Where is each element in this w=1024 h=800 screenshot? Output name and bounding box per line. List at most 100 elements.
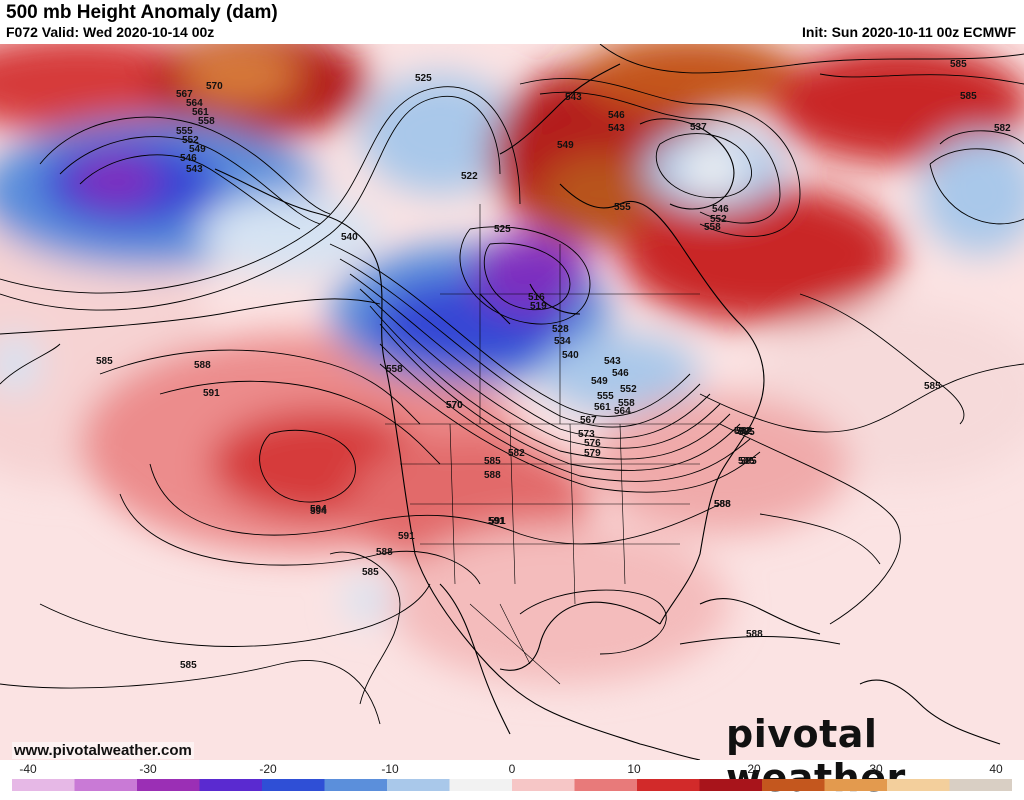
contour-label: 588: [194, 360, 211, 371]
colorbar-tick: 30: [869, 762, 883, 776]
contour-label: 585: [362, 567, 379, 578]
contour-label: 546: [712, 204, 729, 215]
contour-label: 582: [508, 448, 525, 459]
colorbar-tick: 40: [989, 762, 1003, 776]
map-title: 500 mb Height Anomaly (dam): [6, 2, 278, 23]
contour-label: 558: [704, 222, 721, 233]
contour-label: 543: [186, 164, 203, 175]
contour-label: 543: [608, 123, 625, 134]
colorbar-swatch: [699, 779, 763, 791]
contour-label: 582: [734, 426, 751, 437]
colorbar-swatch: [324, 779, 388, 791]
contour-label: 576: [584, 438, 601, 449]
colorbar-tick: -40: [19, 762, 37, 776]
contour-label: 585: [484, 456, 501, 467]
contour-label: 564: [614, 406, 631, 417]
contour-label: 588: [714, 499, 731, 510]
contour-label: 585: [740, 456, 757, 467]
contour-label: 573: [578, 429, 595, 440]
contour-label: 555: [597, 391, 614, 402]
contour-label: 525: [415, 73, 432, 84]
contour-label: 585: [924, 381, 941, 392]
contour-label: 552: [620, 384, 637, 395]
contour-label: 516: [528, 292, 545, 303]
contour-labels: 570 567 564 561 558 555 552 549 546 543 …: [96, 59, 1011, 671]
contour-label: 594: [310, 506, 327, 517]
colorbar-tick: 10: [627, 762, 641, 776]
colorbar-swatch: [824, 779, 888, 791]
contour-label: 591: [203, 388, 220, 399]
colorbar-tick: 0: [508, 762, 516, 776]
website-url[interactable]: www.pivotalweather.com: [12, 742, 194, 759]
contour-label: 546: [608, 110, 625, 121]
colorbar-tick: -20: [259, 762, 277, 776]
map-canvas: 570 567 564 561 558 555 552 549 546 543 …: [0, 44, 1024, 760]
colorbar-swatch: [637, 779, 700, 791]
colorbar-swatch: [887, 779, 950, 791]
contour-label: 588: [376, 547, 393, 558]
contour-label: 585: [950, 59, 967, 70]
colorbar-swatch: [574, 779, 638, 791]
contour-label: 570: [446, 400, 463, 411]
contour-label: 582: [736, 426, 753, 437]
contour-label: 570: [206, 81, 223, 92]
colorbar-tick: -30: [139, 762, 157, 776]
colorbar: [12, 779, 1012, 791]
contour-label: 534: [554, 336, 571, 347]
contour-label: 528: [552, 324, 569, 335]
contour-label: 546: [180, 153, 197, 164]
contour-label: 555: [176, 126, 193, 137]
contour-label: 522: [461, 171, 478, 182]
colorbar-swatch: [949, 779, 1012, 791]
contour-label: 588: [714, 499, 731, 510]
contour-label: 588: [484, 470, 501, 481]
colorbar-swatch: [512, 779, 575, 791]
contour-label: 585: [738, 456, 755, 467]
init-time: Init: Sun 2020-10-11 00z ECMWF: [802, 24, 1016, 40]
contour-label: 564: [186, 98, 203, 109]
height-contours: [0, 44, 1024, 725]
contour-label: 588: [746, 629, 763, 640]
contour-label: 582: [994, 123, 1011, 134]
colorbar-swatch: [137, 779, 200, 791]
contour-label: 558: [618, 398, 635, 409]
contour-label: 561: [192, 107, 209, 118]
colorbar-tick: -10: [381, 762, 399, 776]
contour-label: 594: [310, 504, 327, 515]
contour-label: 540: [562, 350, 579, 361]
contour-label: 567: [176, 89, 193, 100]
header: 500 mb Height Anomaly (dam) F072 Valid: …: [0, 0, 1024, 44]
colorbar-swatch: [12, 779, 75, 791]
contour-label: 591: [488, 516, 505, 527]
valid-time: F072 Valid: Wed 2020-10-14 00z: [6, 24, 215, 40]
colorbar-swatch: [762, 779, 825, 791]
contour-label: 558: [386, 364, 403, 375]
colorbar-swatch: [74, 779, 138, 791]
contour-label: 543: [565, 92, 582, 103]
political-boundaries: [385, 204, 720, 685]
contour-label: 552: [710, 214, 727, 225]
colorbar-swatch: [199, 779, 263, 791]
contour-label: 555: [614, 202, 631, 213]
contour-label: 591: [489, 516, 506, 527]
anomaly-map[interactable]: 570 567 564 561 558 555 552 549 546 543 …: [0, 44, 1024, 760]
contour-label: 537: [690, 122, 707, 133]
colorbar-tick: 20: [747, 762, 761, 776]
contour-label: 558: [198, 116, 215, 127]
colorbar-swatch: [387, 779, 450, 791]
contour-label: 579: [584, 448, 601, 459]
contour-label: 591: [398, 531, 415, 542]
contour-label: 525: [494, 224, 511, 235]
contour-label: 546: [612, 368, 629, 379]
coastlines: [214, 63, 1001, 760]
contour-label: 540: [341, 232, 358, 243]
contour-label: 549: [557, 140, 574, 151]
contour-label: 549: [189, 144, 206, 155]
contour-label: 585: [960, 91, 977, 102]
contour-label: 519: [530, 301, 547, 312]
contour-label: 585: [738, 427, 755, 438]
contour-label: 567: [580, 415, 597, 426]
contour-label: 570: [446, 400, 463, 411]
contour-label: 549: [591, 376, 608, 387]
contour-label: 585: [180, 660, 197, 671]
